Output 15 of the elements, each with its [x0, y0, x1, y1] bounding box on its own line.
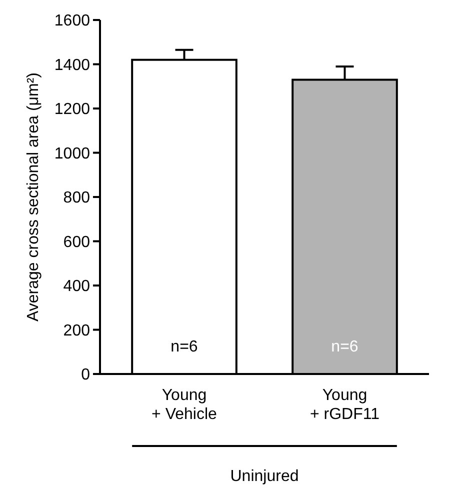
y-tick-label: 1600 [54, 12, 90, 30]
x-tick-label: Young + rGDF11 [310, 387, 380, 424]
y-tick-label: 800 [63, 190, 90, 207]
y-tick-label: 0 [81, 366, 90, 384]
y-tick-label: 600 [63, 234, 90, 251]
y-tick-label: 200 [63, 322, 90, 340]
y-tick-label: 1200 [54, 101, 90, 118]
annotation: n=6 [170, 338, 198, 356]
x-tick-label: Young + Vehicle [152, 387, 218, 424]
y-axis-title: Average cross sectional area (μm²) [25, 72, 42, 322]
y-tick-label: 1000 [54, 145, 90, 162]
text: Uninjured [230, 468, 299, 485]
y-tick-label: 400 [63, 278, 90, 296]
y-tick-label: 1400 [54, 56, 90, 74]
annotation: n=6 [331, 338, 358, 356]
